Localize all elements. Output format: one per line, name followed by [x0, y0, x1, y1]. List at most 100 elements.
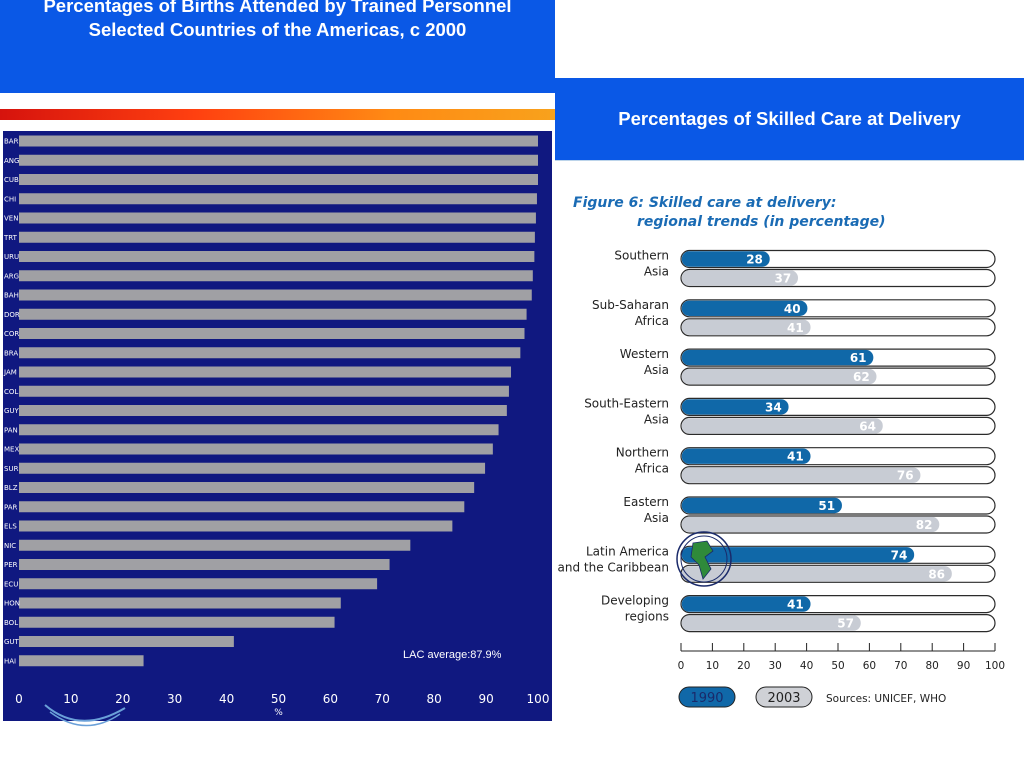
country-bar	[19, 405, 507, 416]
x-tick-label: 0	[678, 660, 685, 672]
globe-ring	[676, 531, 732, 587]
country-label: ECU	[4, 580, 18, 588]
decorative-stripe	[0, 109, 557, 120]
country-label: BAH	[4, 292, 19, 300]
bar-2003	[681, 615, 861, 631]
regional-trends-figure: Figure 6: Skilled care at delivery: regio…	[555, 160, 1024, 769]
country-label: COR	[4, 330, 19, 338]
x-tick-label: 50	[831, 660, 844, 672]
bar-1990	[681, 300, 808, 316]
country-bar-chart: BAR ANG CUB CHI VEN TRT URU ARG BAH DOR COR BRA JAM C…	[3, 131, 552, 721]
value-label-2003: 76	[897, 469, 914, 483]
country-bar	[19, 616, 335, 628]
country-label: SUR	[4, 465, 19, 473]
country-label: JAM	[3, 369, 17, 377]
x-tick-label: 70	[375, 692, 390, 706]
region-label: Southern	[614, 249, 669, 263]
bar-2003	[681, 270, 798, 286]
country-bar	[19, 597, 341, 609]
country-label: GUY	[4, 407, 20, 415]
country-label: ELS	[4, 523, 17, 531]
country-bar	[19, 135, 538, 147]
country-bar	[19, 443, 493, 455]
value-label-1990: 40	[784, 302, 801, 316]
value-label-2003: 57	[837, 617, 854, 631]
bar-1990	[681, 448, 811, 464]
value-label-2003: 82	[916, 518, 933, 532]
country-label: BOL	[4, 619, 18, 627]
country-bar	[19, 231, 535, 243]
x-tick-label: 60	[323, 692, 338, 706]
value-label-2003: 37	[774, 272, 791, 286]
country-label: HAI	[4, 657, 16, 665]
left-title-band: Percentages of Births Attended by Traine…	[0, 0, 555, 93]
x-tick-label: 90	[478, 692, 493, 706]
country-bar	[19, 154, 538, 166]
region-label: Latin America	[586, 544, 669, 558]
country-label: URU	[4, 253, 19, 261]
x-tick-label: 100	[985, 660, 1005, 672]
region-label: South-Eastern	[584, 396, 669, 410]
country-bar	[19, 193, 537, 205]
x-axis-label: %	[274, 708, 283, 718]
value-label-1990: 61	[850, 351, 867, 365]
value-label-2003: 62	[853, 370, 870, 384]
globe-ring	[680, 535, 728, 583]
x-tick-label: 50	[271, 692, 286, 706]
country-bar	[19, 655, 144, 667]
region-label: Asia	[644, 412, 669, 426]
legend-swatch-2003	[755, 686, 813, 708]
bar-2003	[681, 319, 811, 335]
value-label-1990: 41	[787, 450, 804, 464]
x-tick-label: 20	[115, 692, 130, 706]
country-bar	[19, 212, 536, 224]
bar-2003	[681, 418, 883, 434]
legend-label-1990: 1990	[690, 691, 723, 706]
bar-2003	[681, 566, 952, 582]
country-label: NIC	[4, 542, 16, 550]
country-bar	[19, 347, 521, 359]
country-label: VEN	[4, 215, 18, 223]
country-label: CUB	[4, 176, 19, 184]
globe-logo-icon	[44, 704, 126, 727]
value-label-1990: 41	[787, 598, 804, 612]
country-label: GUT	[4, 638, 20, 646]
bar-1990	[681, 547, 915, 563]
x-tick-label: 80	[427, 692, 442, 706]
left-chart-title: Percentages of Births Attended by Traine…	[43, 0, 512, 40]
country-bar	[19, 539, 411, 551]
region-label: Asia	[644, 363, 669, 377]
value-label-2003: 64	[859, 419, 876, 433]
value-label-1990: 34	[765, 400, 782, 414]
value-label-1990: 51	[818, 499, 835, 513]
region-label: Northern	[616, 446, 669, 460]
right-header-title: Percentages of Skilled Care at Delivery	[618, 108, 961, 129]
value-label-2003: 41	[787, 321, 804, 335]
country-bar	[19, 308, 527, 320]
bar-2003	[681, 516, 940, 533]
country-label: ANG	[4, 157, 19, 165]
country-label: COL	[4, 388, 18, 396]
region-label: Africa	[635, 314, 669, 328]
country-label: PAN	[4, 426, 18, 434]
country-bar	[19, 366, 512, 378]
x-tick-label: 80	[926, 660, 939, 672]
x-tick-label: 20	[737, 660, 750, 672]
country-bar	[19, 520, 453, 532]
region-label: and the Caribbean	[558, 560, 669, 574]
source-note: Sources: UNICEF, WHO	[826, 693, 946, 705]
x-tick-label: 70	[894, 660, 907, 672]
country-bar	[19, 424, 499, 436]
country-label: TRT	[3, 234, 18, 242]
x-tick-label: 40	[800, 660, 813, 672]
value-label-1990: 74	[891, 548, 908, 562]
globe-continent	[690, 540, 714, 580]
bar-1990	[681, 399, 789, 415]
country-label: PAR	[4, 503, 18, 511]
x-tick-label: 60	[863, 660, 876, 672]
country-bar	[19, 482, 475, 493]
country-bar	[19, 289, 532, 301]
value-label-1990: 28	[746, 253, 763, 267]
region-label: regions	[625, 610, 669, 624]
country-bar	[19, 385, 509, 397]
